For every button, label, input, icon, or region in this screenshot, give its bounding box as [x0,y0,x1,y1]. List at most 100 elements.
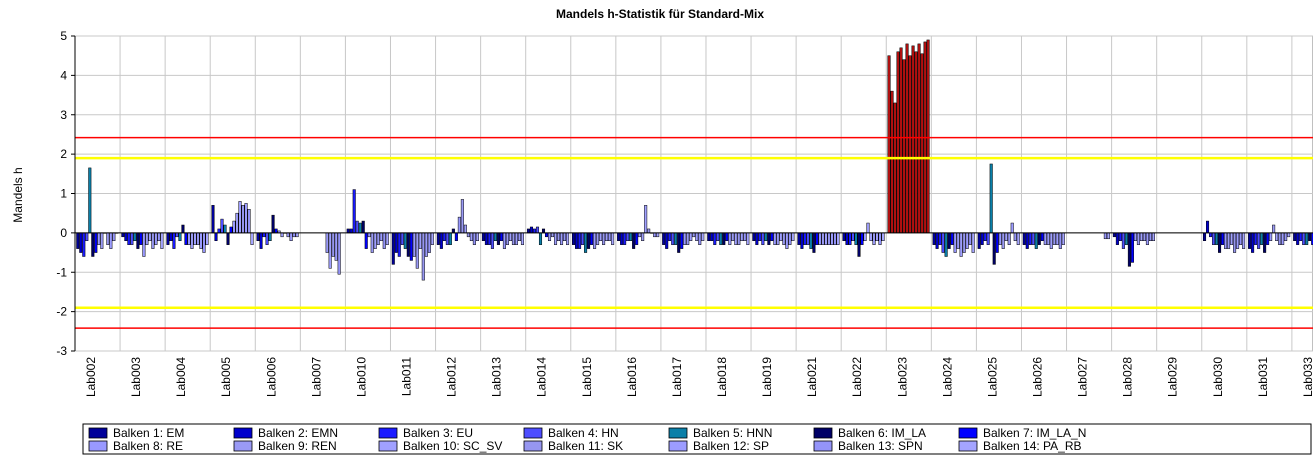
bar [743,232,747,241]
bar [629,232,633,241]
bar [632,232,636,249]
bar [1058,232,1062,249]
bar [259,232,263,249]
bar [148,232,152,241]
bar [418,232,422,249]
bar [677,232,681,253]
bar [1052,232,1056,245]
bar [893,102,897,234]
bar [764,232,768,241]
bar [514,232,518,245]
bar [1278,232,1282,245]
bar [1224,232,1228,249]
bar [364,232,368,249]
bar [911,45,915,234]
bar [409,232,413,261]
bar [1272,224,1276,234]
bar [1025,232,1029,249]
bar [454,232,458,241]
bar [1034,232,1038,249]
bar [791,232,795,241]
bar [944,232,948,257]
bar [187,232,191,245]
bar [349,228,353,234]
bar [385,232,389,245]
bar [286,232,290,238]
bar [232,220,236,234]
bar [875,232,879,241]
bar [1127,232,1131,267]
bar [1206,220,1210,234]
x-tick-label: Lab010 [354,357,368,397]
bar [475,232,479,241]
bar [490,232,494,249]
bar [713,232,717,245]
legend-swatch [378,440,398,452]
bar [806,232,810,245]
bar [647,228,651,234]
bar [1106,232,1110,240]
legend-swatch [958,427,978,439]
y-tick-label: -1 [56,265,67,279]
bar [812,232,816,253]
bar [394,232,398,253]
bar [824,232,828,245]
legend-label: Balken 8: RE [113,439,183,453]
bar [1037,232,1041,245]
bar [716,232,720,241]
bar [178,232,182,241]
bar [382,232,386,249]
x-tick-label: Lab033 [1301,357,1313,397]
x-tick-label: Lab025 [985,357,999,397]
bar [992,232,996,265]
bar [854,232,858,245]
y-axis-label: Mandels h [11,167,25,222]
bar [572,232,576,245]
bar [902,59,906,234]
bar [590,232,594,245]
x-tick-label: Lab011 [399,357,413,396]
bar [1227,232,1231,249]
bar [130,232,134,245]
bar [1136,232,1140,245]
bar [623,232,627,245]
bar [605,232,609,241]
bar [641,232,645,241]
bar [878,232,882,245]
bar [229,226,233,234]
x-tick-label: Lab016 [625,357,639,397]
bar [154,232,158,245]
bar [1215,232,1219,245]
bar [800,232,804,249]
bar [746,232,750,245]
x-tick-label: Lab012 [445,357,459,397]
bar [776,232,780,245]
bar [560,232,564,245]
bar [547,232,552,241]
bar [836,232,840,245]
bar [1151,232,1155,241]
bar [553,232,558,245]
x-tick-label: Lab030 [1211,357,1225,397]
bar [1118,232,1122,241]
bar [644,205,648,234]
bar [112,232,116,241]
bar [959,232,963,257]
bar [758,232,762,241]
bar [731,232,735,241]
bar [1112,232,1116,238]
bar [391,232,395,265]
bar [584,232,588,253]
bar [367,232,371,238]
bar [689,232,693,241]
bar [121,232,125,238]
bar [1281,232,1285,245]
bar [424,232,428,257]
bar [860,232,864,245]
bar [1263,232,1267,253]
bar [427,232,431,253]
bar [544,232,549,238]
x-tick-label: Lab022 [850,357,864,397]
